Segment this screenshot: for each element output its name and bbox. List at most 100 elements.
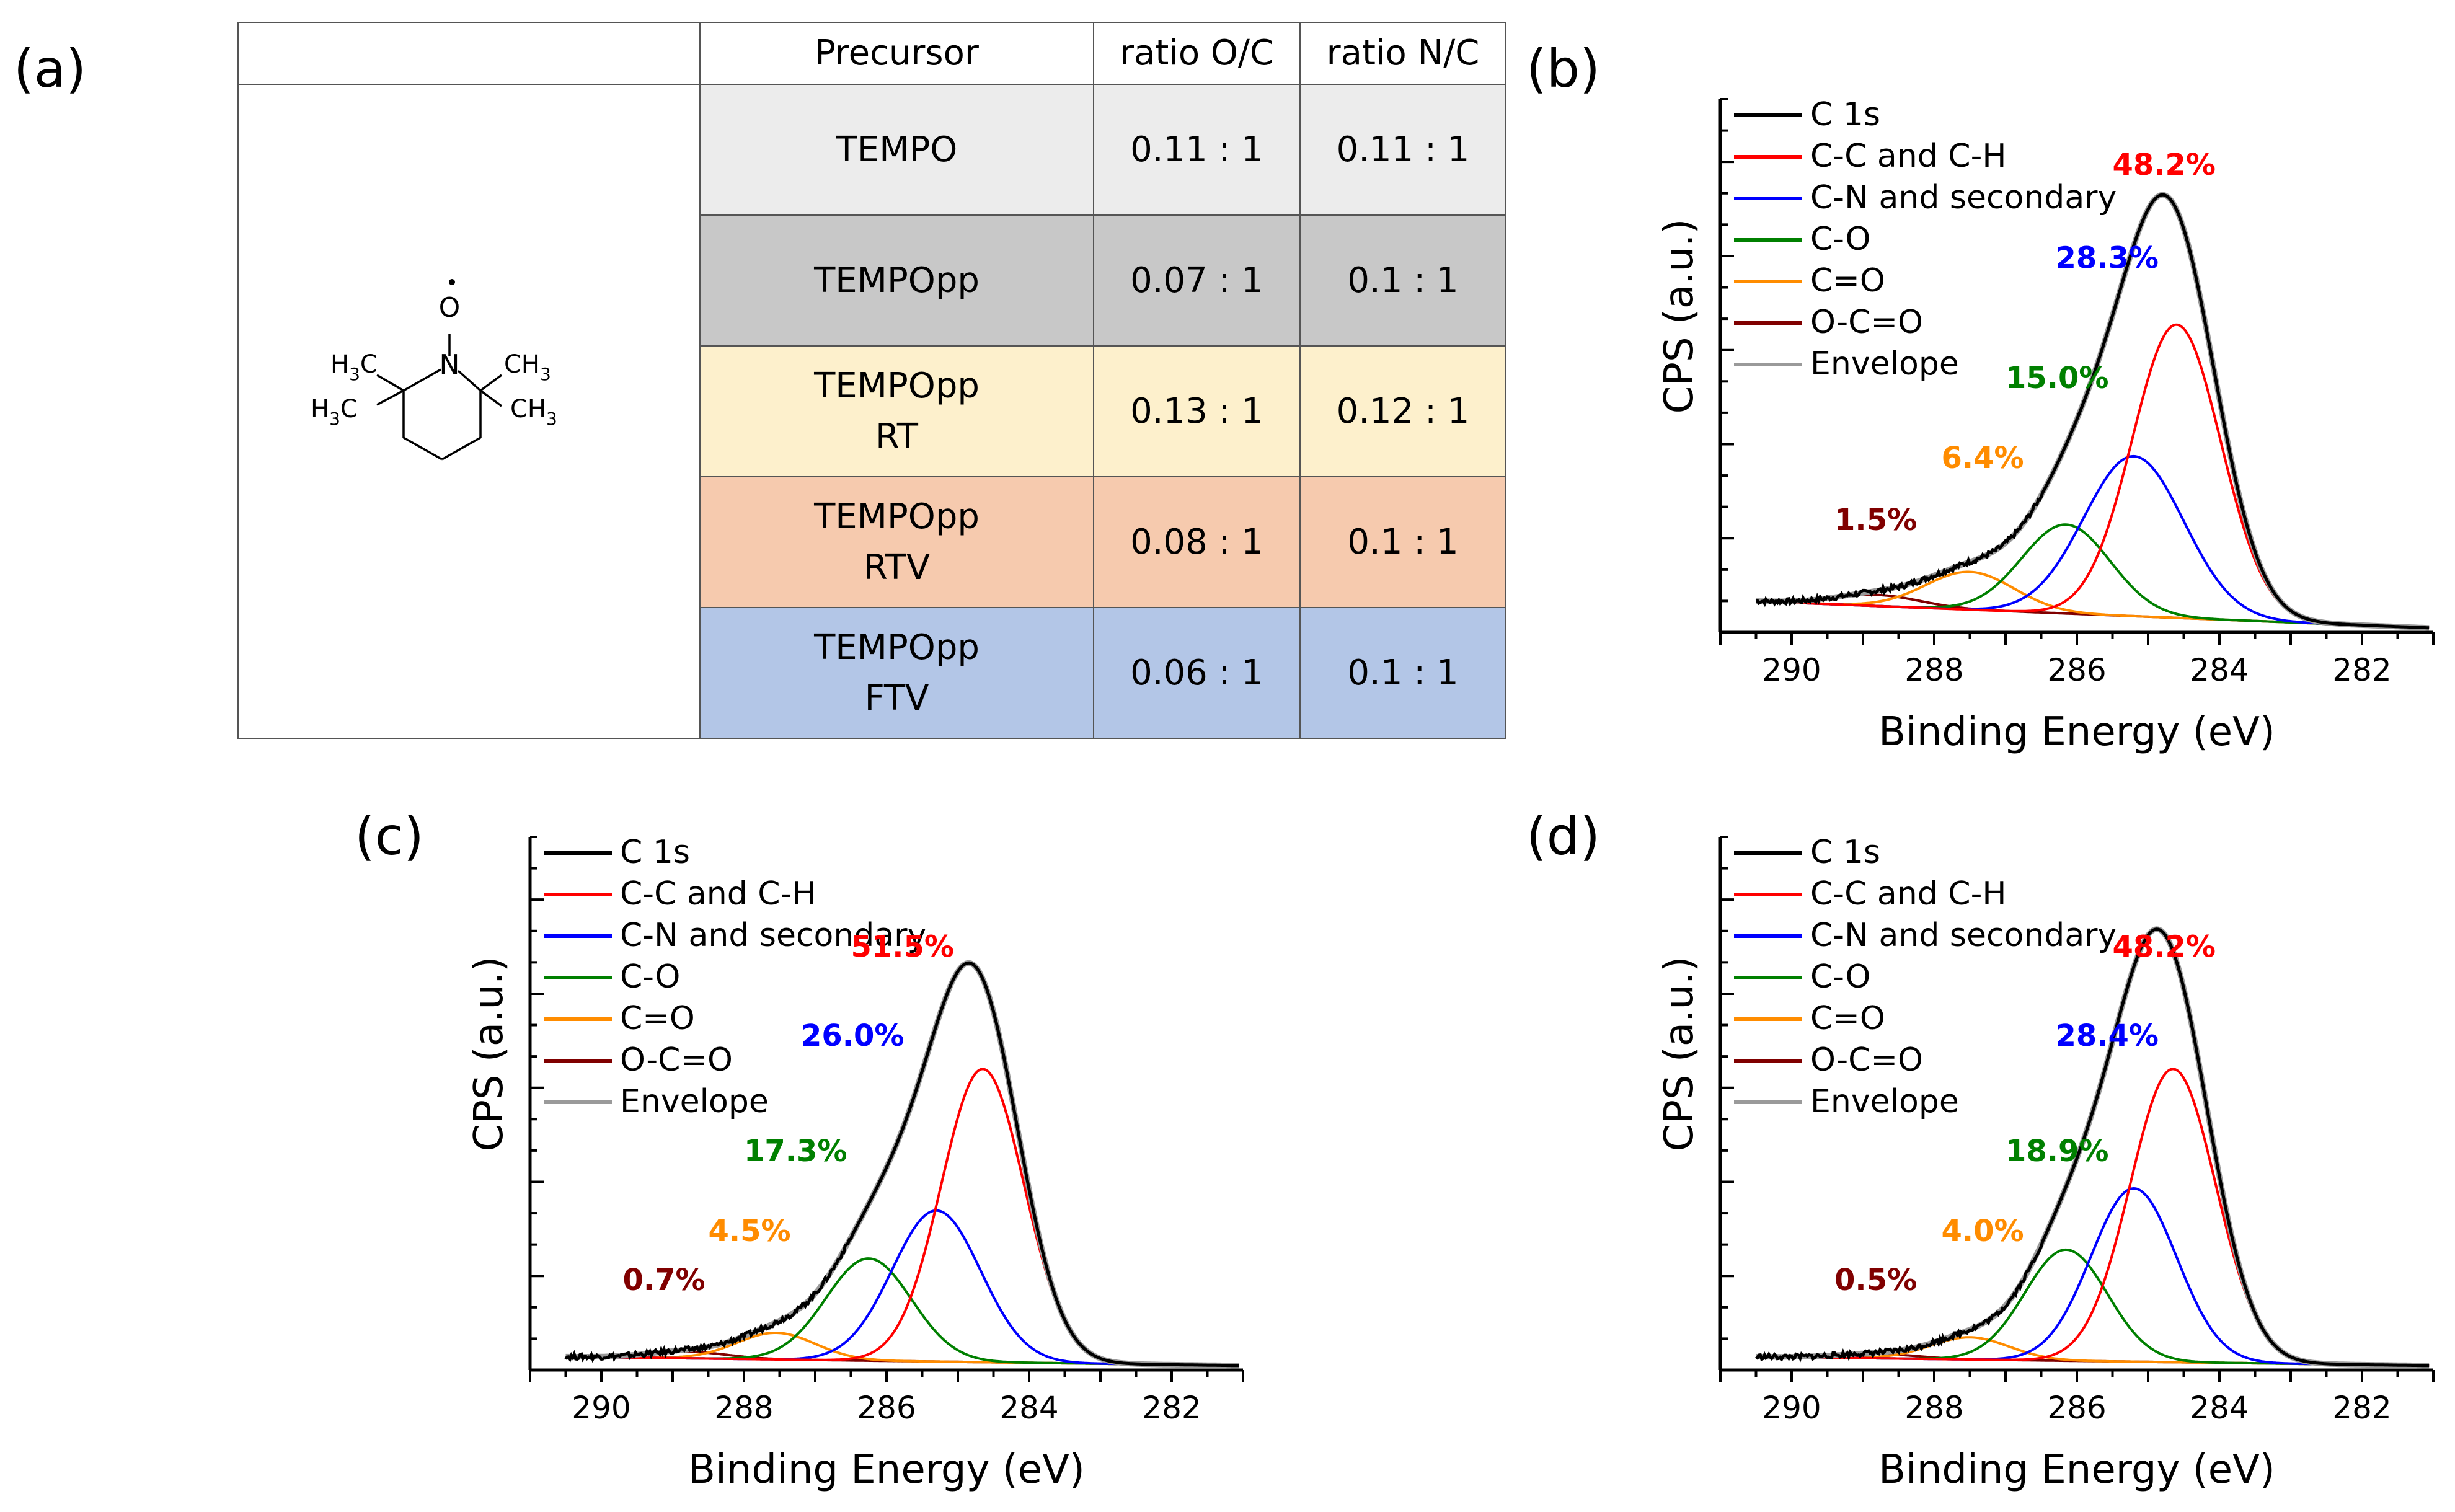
structure-cell xyxy=(237,84,701,739)
precursor-name-line: TEMPOpp xyxy=(814,260,980,301)
legend-entry: C 1s xyxy=(620,834,690,871)
x-tick-label: 282 xyxy=(1142,1390,1201,1426)
cell-ratio-nc: 0.1 : 1 xyxy=(1299,607,1506,739)
ratio-table: Precursor ratio O/C ratio N/C TEMPO 0.11 … xyxy=(237,22,1506,739)
percentage-annotation: 26.0% xyxy=(801,1019,905,1053)
structure-methyl-label-4: CH3 xyxy=(510,395,557,429)
cell-precursor: TEMPO xyxy=(699,84,1094,216)
percentage-annotation: 51.5% xyxy=(851,930,955,965)
legend-entry: C-O xyxy=(620,958,680,996)
legend-entry: C=O xyxy=(620,1000,695,1037)
percentage-annotation: 48.2% xyxy=(2113,148,2216,182)
precursor-name-line: TEMPO xyxy=(836,129,958,170)
c1s-data-curve xyxy=(564,961,1239,1368)
structure-oxygen-label: O xyxy=(439,292,461,324)
cell-ratio-oc: 0.13 : 1 xyxy=(1093,345,1301,477)
precursor-name-line: RT xyxy=(875,416,919,457)
legend-entry: C-C and C-H xyxy=(1810,875,2006,913)
component-curve-c-n-and-secondary xyxy=(1756,454,2430,629)
table-row: TEMPOpp FTV 0.06 : 1 0.1 : 1 xyxy=(238,607,1506,739)
xps-chart-d: 290 288 286 284 282 Binding Energy (eV) CPS (a… xyxy=(1657,834,2435,1493)
x-tick-label: 290 xyxy=(572,1390,630,1426)
precursor-name-line: TEMPOpp xyxy=(814,497,980,537)
legend-entry: C=O xyxy=(1810,262,1885,299)
x-tick-label: 286 xyxy=(857,1390,916,1426)
legend-entry: C 1s xyxy=(1810,96,1880,133)
table-row: TEMPOpp RTV 0.08 : 1 0.1 : 1 xyxy=(238,476,1506,608)
structure-nitrogen-label: N xyxy=(440,349,460,381)
legend-entry: C-C and C-H xyxy=(1810,138,2006,175)
cell-ratio-nc: 0.12 : 1 xyxy=(1299,345,1506,477)
cell-ratio-oc: 0.11 : 1 xyxy=(1093,84,1301,216)
precursor-name-line: FTV xyxy=(864,678,929,718)
percentage-annotation: 18.9% xyxy=(2006,1134,2109,1169)
legend-entry: Envelope xyxy=(620,1083,769,1120)
panel-label-c: (c) xyxy=(355,806,424,867)
cell-precursor: TEMPOpp RTV xyxy=(699,476,1094,608)
cell-ratio-nc: 0.11 : 1 xyxy=(1299,84,1506,216)
legend-entry: C 1s xyxy=(1810,834,1880,871)
panel-label-b: (b) xyxy=(1526,38,1600,99)
radical-dot xyxy=(449,279,455,285)
table-row: TEMPOpp 0.07 : 1 0.1 : 1 xyxy=(238,214,1506,347)
percentage-annotation: 0.7% xyxy=(623,1263,706,1298)
x-axis-title: Binding Energy (eV) xyxy=(688,1447,1085,1493)
c1s-data-curve xyxy=(1754,927,2430,1368)
header-ratio-nc: ratio N/C xyxy=(1299,22,1506,85)
y-axis-title: CPS (a.u.) xyxy=(1657,957,1702,1152)
xps-chart-c: 290 288 286 284 282 Binding Energy (eV) CPS (a… xyxy=(466,834,1244,1493)
precursor-name-line: RTV xyxy=(863,547,931,588)
table-header-row: Precursor ratio O/C ratio N/C xyxy=(237,22,1506,85)
x-tick-label: 286 xyxy=(2047,1390,2106,1426)
legend-entry: Envelope xyxy=(1810,1083,1959,1120)
legend-entry: C-C and C-H xyxy=(620,875,816,913)
percentage-annotation: 17.3% xyxy=(744,1134,847,1169)
legend-entry: C-N and secondary xyxy=(1810,917,2117,954)
x-tick-label: 284 xyxy=(2190,652,2249,688)
xps-chart-b: 290 288 286 284 282 Binding Energy (eV) CPS (a… xyxy=(1657,96,2435,755)
legend-entry: C-O xyxy=(1810,958,1870,996)
legend-entry: O-C=O xyxy=(1810,1041,1923,1079)
cell-ratio-oc: 0.07 : 1 xyxy=(1093,214,1301,347)
percentage-annotation: 28.4% xyxy=(2056,1019,2159,1053)
percentage-annotation: 4.5% xyxy=(709,1214,791,1249)
panel-label-a: (a) xyxy=(14,38,87,99)
x-tick-label: 284 xyxy=(999,1390,1058,1426)
table-row: TEMPOpp RT 0.13 : 1 0.12 : 1 xyxy=(238,345,1506,477)
x-tick-label: 288 xyxy=(1904,652,1963,688)
legend-entry: Envelope xyxy=(1810,345,1959,382)
legend-entry: C-N and secondary xyxy=(1810,179,2117,216)
y-axis-title: CPS (a.u.) xyxy=(1657,219,1702,414)
x-tick-label: 284 xyxy=(2190,1390,2249,1426)
percentage-annotation: 6.4% xyxy=(1942,441,2024,475)
percentage-annotation: 28.3% xyxy=(2056,241,2159,275)
legend-entry: O-C=O xyxy=(1810,304,1923,341)
cell-precursor: TEMPOpp xyxy=(699,214,1094,347)
x-axis-title: Binding Energy (eV) xyxy=(1878,1447,2275,1493)
structure-methyl-label-2: H3C xyxy=(311,395,358,429)
precursor-name-line: TEMPOpp xyxy=(814,366,980,407)
structure-bonds xyxy=(376,334,503,461)
percentage-annotation: 0.5% xyxy=(1834,1263,1917,1298)
percentage-annotation: 4.0% xyxy=(1942,1214,2024,1249)
y-axis-title: CPS (a.u.) xyxy=(466,957,512,1152)
x-tick-label: 282 xyxy=(2332,1390,2391,1426)
precursor-name-line: TEMPOpp xyxy=(814,627,980,668)
x-tick-label: 286 xyxy=(2047,652,2106,688)
percentage-annotation: 15.0% xyxy=(2006,361,2109,396)
structure-methyl-label-1: H3C xyxy=(330,350,378,384)
x-tick-label: 290 xyxy=(1762,1390,1821,1426)
header-empty xyxy=(237,22,701,85)
cell-precursor: TEMPOpp FTV xyxy=(699,607,1094,739)
cell-ratio-oc: 0.08 : 1 xyxy=(1093,476,1301,608)
percentage-annotation: 48.2% xyxy=(2113,930,2216,965)
cell-precursor: TEMPOpp RT xyxy=(699,345,1094,477)
x-tick-label: 288 xyxy=(1904,1390,1963,1426)
tempo-structure: O N H3C H3C CH3 CH3 xyxy=(311,279,557,461)
cell-ratio-oc: 0.06 : 1 xyxy=(1093,607,1301,739)
x-tick-label: 282 xyxy=(2332,652,2391,688)
cell-ratio-nc: 0.1 : 1 xyxy=(1299,476,1506,608)
precursor-ratio-table: Precursor ratio O/C ratio N/C TEMPO 0.11 … xyxy=(237,22,1506,739)
header-precursor: Precursor xyxy=(699,22,1094,85)
percentage-annotation: 1.5% xyxy=(1834,503,1917,537)
